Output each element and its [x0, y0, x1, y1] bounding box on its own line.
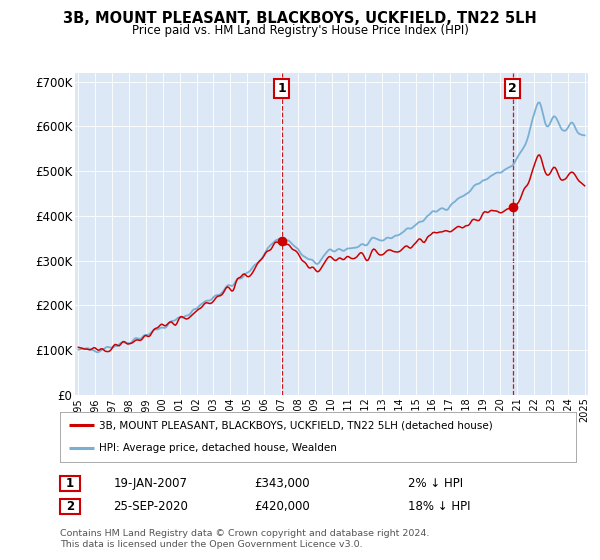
Text: 3B, MOUNT PLEASANT, BLACKBOYS, UCKFIELD, TN22 5LH: 3B, MOUNT PLEASANT, BLACKBOYS, UCKFIELD,… [63, 11, 537, 26]
Text: Price paid vs. HM Land Registry's House Price Index (HPI): Price paid vs. HM Land Registry's House … [131, 24, 469, 36]
Text: HPI: Average price, detached house, Wealden: HPI: Average price, detached house, Weal… [98, 444, 337, 454]
Text: 1: 1 [277, 82, 286, 95]
Text: 1: 1 [66, 477, 74, 491]
Text: 2: 2 [66, 500, 74, 513]
Text: 18% ↓ HPI: 18% ↓ HPI [408, 500, 470, 513]
Text: £420,000: £420,000 [254, 500, 310, 513]
Text: 19-JAN-2007: 19-JAN-2007 [113, 477, 187, 491]
Text: Contains HM Land Registry data © Crown copyright and database right 2024.
This d: Contains HM Land Registry data © Crown c… [60, 529, 430, 549]
Text: 2% ↓ HPI: 2% ↓ HPI [408, 477, 463, 491]
Text: 2: 2 [508, 82, 517, 95]
Text: 3B, MOUNT PLEASANT, BLACKBOYS, UCKFIELD, TN22 5LH (detached house): 3B, MOUNT PLEASANT, BLACKBOYS, UCKFIELD,… [98, 420, 493, 430]
Text: £343,000: £343,000 [254, 477, 310, 491]
Text: 25-SEP-2020: 25-SEP-2020 [113, 500, 188, 513]
